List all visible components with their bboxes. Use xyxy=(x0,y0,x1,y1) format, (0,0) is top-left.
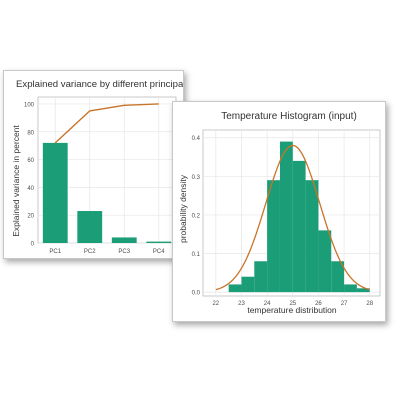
pca-chart-title: Explained variance by different principa… xyxy=(16,79,183,90)
histogram-density-curve xyxy=(215,144,370,291)
histogram-y-tick-label: 0.3 xyxy=(192,175,201,181)
histogram-bar xyxy=(267,180,280,293)
histogram-x-tick-label: 23 xyxy=(238,301,245,307)
histogram-x-tick-label: 27 xyxy=(341,301,348,307)
histogram-x-tick-label: 28 xyxy=(366,301,373,307)
histogram-bar xyxy=(356,288,370,293)
pca-bar-pc2 xyxy=(77,211,103,243)
histogram-bar xyxy=(241,276,255,293)
pca-y-tick-label: 40 xyxy=(27,186,34,192)
histogram-bar xyxy=(331,261,345,293)
pca-y-tick-label: 20 xyxy=(27,214,34,220)
pca-x-tick-label: PC4 xyxy=(153,249,165,255)
pca-x-tick-label: PC1 xyxy=(49,249,61,255)
histogram-bar xyxy=(305,180,319,293)
histogram-bar xyxy=(254,261,268,293)
pca-y-axis-title: Explained variance in percent xyxy=(11,125,21,237)
pca-y-tick-label: 100 xyxy=(24,102,35,108)
pca-x-tick-label: PC3 xyxy=(118,249,130,255)
histogram-y-tick-label: 0.0 xyxy=(192,291,201,297)
histogram-panel: Temperature Histogram (input) probabilit… xyxy=(172,101,386,322)
histogram-bar xyxy=(228,284,242,293)
histogram-y-tick-label: 0.4 xyxy=(192,136,201,142)
histogram-bar xyxy=(318,230,332,293)
pca-y-tick-label: 0 xyxy=(31,242,35,248)
pca-x-tick-label: PC2 xyxy=(84,249,96,255)
histogram-bar xyxy=(292,160,306,293)
histogram-bar xyxy=(344,284,357,293)
pca-bar-pc4 xyxy=(146,241,172,243)
histogram-bar xyxy=(279,141,293,293)
histogram-x-tick-label: 24 xyxy=(264,301,271,307)
histogram-x-tick-label: 25 xyxy=(289,301,296,307)
pca-bar-pc3 xyxy=(111,237,137,243)
histogram-x-tick-label: 22 xyxy=(212,301,219,307)
histogram-y-axis-title: probability density xyxy=(178,174,188,243)
pca-chart-panel: Explained variance by different principa… xyxy=(3,70,184,259)
pca-y-tick-label: 80 xyxy=(27,130,34,136)
histogram-y-tick-label: 0.1 xyxy=(192,252,201,258)
pca-chart-svg: Explained variance by different principa… xyxy=(11,79,183,255)
pca-cumulative-line xyxy=(54,103,159,144)
histogram-svg: Temperature Histogram (input) probabilit… xyxy=(178,111,381,315)
histogram-title: Temperature Histogram (input) xyxy=(221,111,357,122)
histogram-y-tick-label: 0.2 xyxy=(192,213,201,219)
pca-bar-pc1 xyxy=(42,142,68,243)
histogram-x-axis-title: temperature distribution xyxy=(247,305,337,315)
histogram-x-tick-label: 26 xyxy=(315,301,322,307)
pca-y-tick-label: 60 xyxy=(27,158,34,164)
